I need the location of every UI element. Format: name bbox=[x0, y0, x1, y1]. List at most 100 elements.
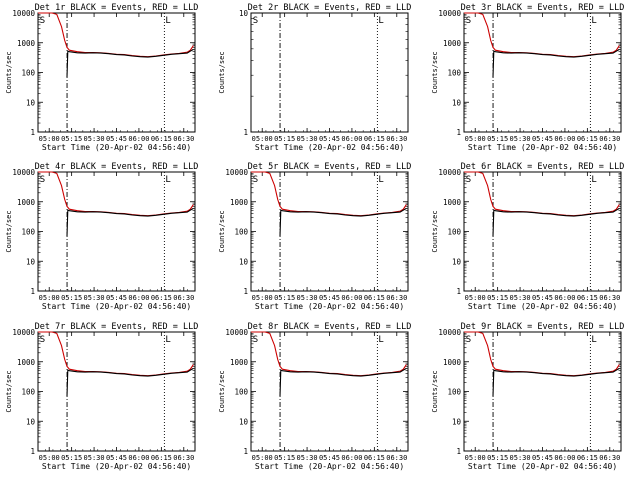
x-tick-label: 05:30 bbox=[84, 135, 105, 143]
marker-s: S bbox=[40, 175, 45, 185]
y-tick-label: 10000 bbox=[438, 9, 461, 18]
x-tick-label: 05:15 bbox=[487, 135, 508, 143]
y-tick-label: 1000 bbox=[230, 198, 249, 207]
x-axis-label: Start Time (20-Apr-02 04:56:40) bbox=[255, 462, 404, 471]
x-tick-label: 05:15 bbox=[274, 454, 295, 462]
x-tick-label: 06:15 bbox=[577, 294, 598, 302]
panel-title: Det 4r BLACK = Events, RED = LLD bbox=[35, 162, 199, 172]
x-tick-label: 06:00 bbox=[128, 454, 149, 462]
panel-title: Det 8r BLACK = Events, RED = LLD bbox=[248, 322, 412, 332]
x-tick-label: 06:30 bbox=[386, 135, 407, 143]
x-tick-label: 05:30 bbox=[297, 135, 318, 143]
events-series-line bbox=[492, 48, 620, 78]
y-tick-label: 10000 bbox=[438, 328, 461, 337]
panel-7: Det 7r BLACK = Events, RED = LLD 1 10 100 10… bbox=[5, 322, 198, 471]
marker-l: L bbox=[165, 16, 170, 26]
x-axis-label: Start Time (20-Apr-02 04:56:40) bbox=[42, 143, 191, 152]
events-series-line bbox=[279, 207, 407, 237]
x-tick-label: 05:15 bbox=[487, 294, 508, 302]
panel-title: Det 6r BLACK = Events, RED = LLD bbox=[461, 162, 625, 172]
panel-9: Det 9r BLACK = Events, RED = LLD 1 10 100 10… bbox=[431, 322, 624, 471]
y-tick-label: 1000 bbox=[17, 198, 36, 207]
marker-l: L bbox=[165, 175, 170, 185]
x-axis-label: Start Time (20-Apr-02 04:56:40) bbox=[255, 143, 404, 152]
y-axis-label: Counts/sec bbox=[431, 51, 439, 93]
y-tick-label: 100 bbox=[234, 228, 248, 237]
x-tick-label: 05:00 bbox=[465, 294, 486, 302]
x-tick-label: 05:45 bbox=[319, 294, 340, 302]
x-tick-label: 05:45 bbox=[532, 454, 553, 462]
y-axis-label: Counts/sec bbox=[5, 210, 13, 252]
x-axis-label: Start Time (20-Apr-02 04:56:40) bbox=[42, 462, 191, 471]
x-tick-label: 06:15 bbox=[577, 135, 598, 143]
x-axis-label: Start Time (20-Apr-02 04:56:40) bbox=[468, 143, 617, 152]
x-tick-label: 06:30 bbox=[386, 294, 407, 302]
x-tick-label: 05:00 bbox=[39, 135, 60, 143]
plot-frame bbox=[250, 12, 409, 133]
x-tick-label: 05:15 bbox=[61, 294, 82, 302]
x-tick-label: 06:00 bbox=[128, 294, 149, 302]
y-tick-label: 1 bbox=[30, 287, 35, 296]
x-tick-label: 06:15 bbox=[151, 294, 172, 302]
panel-8: Det 8r BLACK = Events, RED = LLD 1 10 100 10… bbox=[218, 322, 411, 471]
x-tick-label: 05:15 bbox=[274, 135, 295, 143]
y-axis-label: Counts/sec bbox=[5, 51, 13, 93]
y-tick-label: 100 bbox=[234, 388, 248, 397]
plot-frame bbox=[250, 331, 409, 452]
x-tick-label: 05:30 bbox=[510, 135, 531, 143]
y-tick-label: 10 bbox=[26, 417, 36, 426]
x-tick-label: 05:00 bbox=[39, 454, 60, 462]
plot-frame bbox=[37, 171, 196, 292]
plot-frame bbox=[463, 331, 622, 452]
panel-title: Det 5r BLACK = Events, RED = LLD bbox=[248, 162, 412, 172]
y-tick-label: 10 bbox=[26, 257, 36, 266]
x-tick-label: 05:15 bbox=[61, 135, 82, 143]
x-tick-label: 06:00 bbox=[341, 294, 362, 302]
panel-title: Det 2r BLACK = Events, RED = LLD bbox=[248, 3, 412, 13]
y-tick-label: 1000 bbox=[17, 358, 36, 367]
y-tick-label: 10000 bbox=[12, 328, 35, 337]
marker-l: L bbox=[378, 335, 383, 345]
events-series-line bbox=[279, 367, 407, 397]
panel-3: Det 3r BLACK = Events, RED = LLD 1 10 100 10… bbox=[431, 3, 624, 152]
x-tick-label: 05:45 bbox=[319, 454, 340, 462]
x-axis-label: Start Time (20-Apr-02 04:56:40) bbox=[468, 462, 617, 471]
y-tick-label: 10000 bbox=[225, 168, 248, 177]
panel-title: Det 1r BLACK = Events, RED = LLD bbox=[35, 3, 199, 13]
marker-s: S bbox=[466, 175, 471, 185]
x-axis-label: Start Time (20-Apr-02 04:56:40) bbox=[468, 302, 617, 311]
x-tick-label: 06:30 bbox=[386, 454, 407, 462]
x-tick-label: 05:00 bbox=[465, 135, 486, 143]
y-axis-label: Counts/sec bbox=[431, 370, 439, 412]
events-series-line bbox=[66, 48, 194, 78]
y-tick-label: 1 bbox=[456, 447, 461, 456]
x-tick-label: 05:30 bbox=[510, 454, 531, 462]
y-tick-label: 1 bbox=[243, 447, 248, 456]
y-tick-label: 10 bbox=[452, 98, 462, 107]
plot-frame bbox=[463, 171, 622, 292]
marker-s: S bbox=[40, 335, 45, 345]
x-tick-label: 06:30 bbox=[173, 135, 194, 143]
marker-s: S bbox=[253, 335, 258, 345]
y-tick-label: 10000 bbox=[225, 328, 248, 337]
y-tick-label: 10 bbox=[26, 98, 36, 107]
y-axis-label: Counts/sec bbox=[218, 51, 226, 93]
marker-l: L bbox=[591, 335, 596, 345]
events-series-line bbox=[66, 207, 194, 237]
marker-s: S bbox=[40, 16, 45, 26]
x-tick-label: 06:00 bbox=[341, 135, 362, 143]
x-tick-label: 05:00 bbox=[252, 454, 273, 462]
y-tick-label: 1 bbox=[30, 128, 35, 137]
y-tick-label: 10 bbox=[452, 417, 462, 426]
x-tick-label: 06:15 bbox=[151, 454, 172, 462]
x-tick-label: 05:00 bbox=[252, 294, 273, 302]
y-tick-label: 1000 bbox=[17, 39, 36, 48]
y-tick-label: 100 bbox=[447, 69, 461, 78]
panel-title: Det 3r BLACK = Events, RED = LLD bbox=[461, 3, 625, 13]
y-tick-label: 100 bbox=[21, 388, 35, 397]
x-tick-label: 06:15 bbox=[577, 454, 598, 462]
y-tick-label: 100 bbox=[21, 69, 35, 78]
x-tick-label: 05:00 bbox=[465, 454, 486, 462]
x-tick-label: 05:45 bbox=[532, 135, 553, 143]
